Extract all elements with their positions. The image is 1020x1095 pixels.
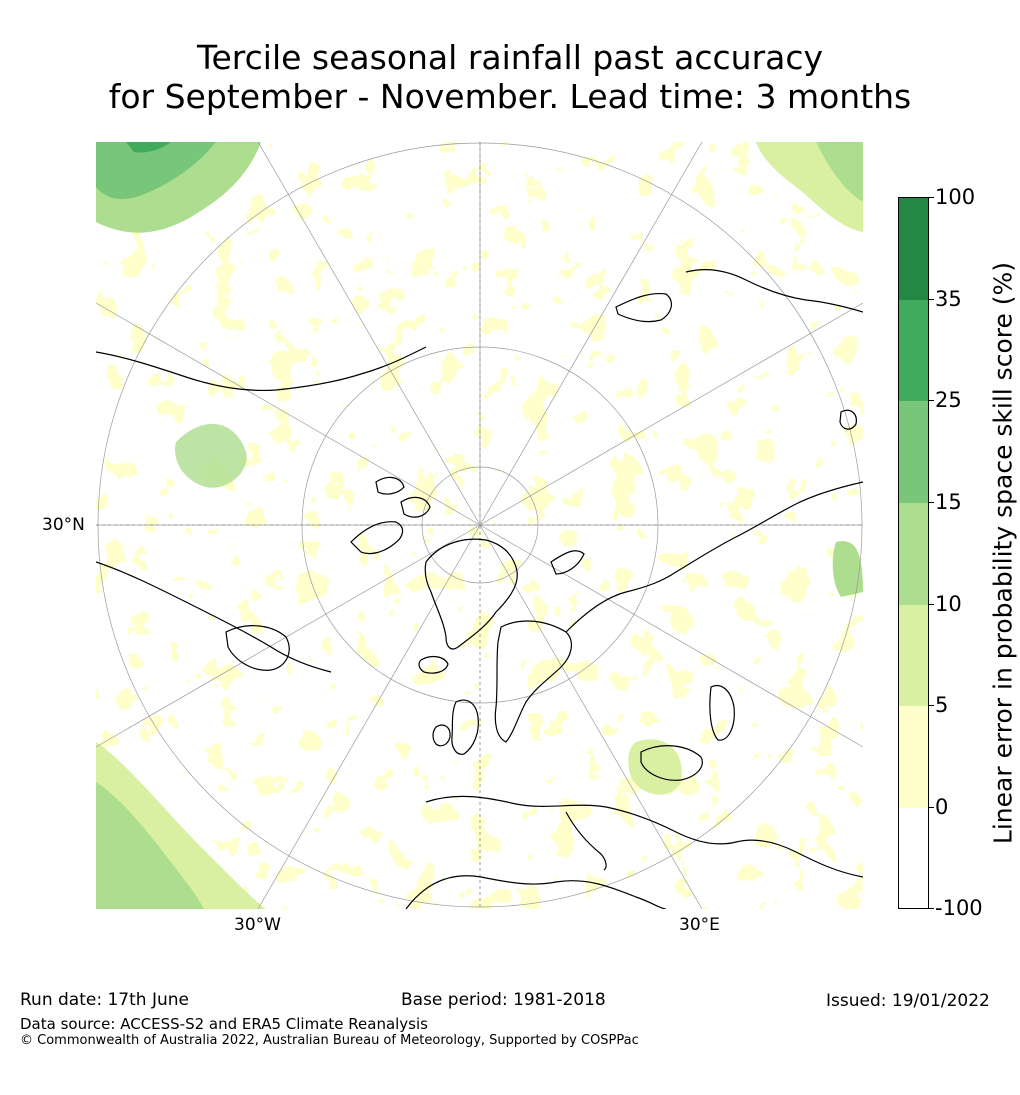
colorbar-tickmark [929, 705, 934, 706]
field-mideast-patch [628, 739, 682, 795]
scandinavia-coast [494, 620, 573, 743]
colorbar-bin-35-100 [899, 198, 928, 300]
japan-coast [839, 409, 857, 430]
colorbar-tick-label: 35 [935, 287, 962, 311]
colorbar-bin-neg100-0 [899, 808, 928, 908]
colorbar-tickmark [929, 197, 934, 198]
canada-arctic-island-1 [400, 496, 431, 518]
chukotka-coast [615, 292, 673, 323]
north-america-east-coast [96, 561, 332, 673]
field-e-patch [832, 541, 863, 597]
issued-date: Issued: 19/01/2022 [826, 991, 990, 1011]
colorbar-tick-label: 0 [935, 795, 949, 819]
colorbar-tickmark [929, 807, 934, 808]
colorbar-tickmark [929, 908, 934, 909]
field-nw-higher [96, 142, 216, 199]
north-africa-coast [405, 875, 667, 909]
colorbar-tick-label: 5 [935, 693, 949, 717]
hudson-bay-coast [225, 625, 290, 671]
colorbar [898, 197, 929, 909]
ireland-coast [432, 724, 451, 747]
map-canvas [96, 142, 863, 909]
data-source: Data source: ACCESS-S2 and ERA5 Climate … [20, 1015, 428, 1033]
colorbar-bin-25-35 [899, 300, 928, 401]
north-america-north-coast [96, 346, 427, 391]
italy-coast [565, 811, 607, 871]
canada-arctic-coast [350, 521, 404, 555]
colorbar-tick-label: 15 [935, 490, 962, 514]
novaya-zemlya-coast [550, 550, 585, 575]
colorbar-tick-label: 10 [935, 592, 962, 616]
colorbar-bin-5-10 [899, 605, 928, 706]
base-period: Base period: 1981-2018 [401, 990, 606, 1010]
colorbar-bin-0-5 [899, 706, 928, 808]
run-date: Run date: 17th June [20, 990, 189, 1010]
title-line-2: for September - November. Lead time: 3 m… [108, 77, 912, 116]
chart-title: Tercile seasonal rainfall past accuracy … [0, 38, 1020, 116]
field-w-patch [175, 423, 247, 488]
copyright: © Commonwealth of Australia 2022, Austra… [20, 1033, 639, 1048]
europe-coast [425, 795, 863, 878]
colorbar-tick-label: 100 [935, 185, 976, 209]
colorbar-tick-label: -100 [935, 896, 983, 920]
colorbar-bin-10-15 [899, 503, 928, 605]
caspian-coast [709, 685, 735, 741]
greenland-coast [424, 538, 518, 650]
iceland-coast [418, 655, 449, 674]
colorbar-axis-label: Linear error in probability space skill … [988, 261, 1018, 845]
colorbar-tickmark [929, 299, 934, 300]
field-sw-higher [96, 782, 204, 909]
colorbar-tickmark [929, 502, 934, 503]
alaska-coast [685, 269, 863, 313]
colorbar-tickmark [929, 400, 934, 401]
lat-label-30n: 30°N [42, 515, 85, 535]
lon-label-30w: 30°W [234, 915, 281, 935]
colorbar-tick-label: 25 [935, 388, 962, 412]
uk-coast [451, 699, 479, 755]
field-nw-top [126, 142, 171, 153]
colorbar-tickmark [929, 604, 934, 605]
field-ne-higher [816, 142, 863, 202]
black-sea-coast [640, 745, 703, 781]
russia-north-coast [565, 481, 863, 633]
colorbar-bin-15-25 [899, 401, 928, 503]
title-line-1: Tercile seasonal rainfall past accuracy [196, 38, 824, 77]
polar-map [96, 142, 863, 909]
lon-label-30e: 30°E [679, 915, 720, 935]
canada-arctic-island-2 [375, 476, 405, 495]
coastlines [96, 269, 863, 909]
